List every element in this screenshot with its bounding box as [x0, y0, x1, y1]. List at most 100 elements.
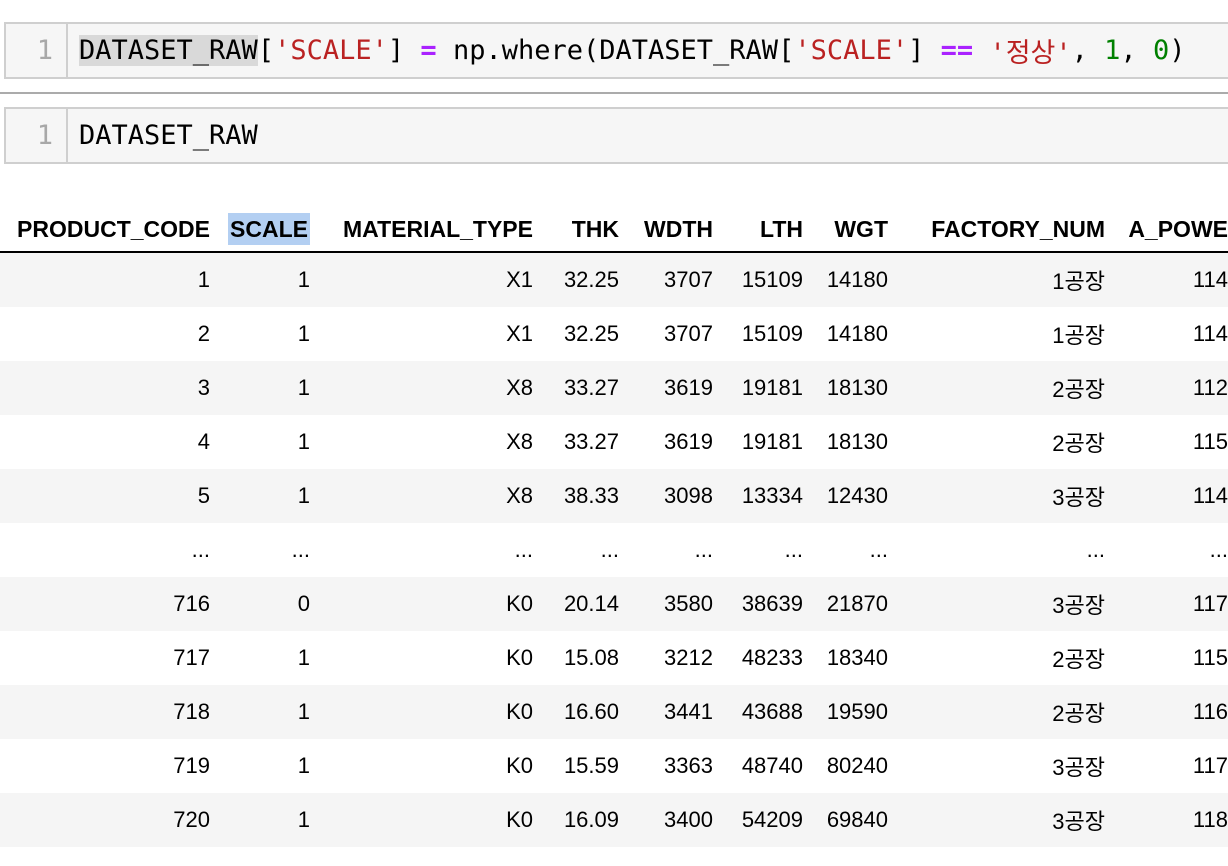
- table-cell: 118: [1192, 807, 1228, 832]
- table-cell: 1공장: [1052, 323, 1105, 348]
- table-cell: 80240: [826, 753, 888, 778]
- table-cell: 2공장: [1052, 377, 1105, 402]
- table-row: 3 1 X8 33.27 3619 19181 18130 2공장 112: [0, 361, 1228, 415]
- table-cell: 3707: [664, 321, 713, 346]
- table-cell: 18130: [826, 429, 888, 454]
- dataframe-table: PRODUCT_CODE SCALE MATERIAL_TYPE THK WDTH LTH…: [0, 208, 1228, 847]
- table-cell: 116: [1192, 699, 1228, 724]
- column-header-product_code: PRODUCT_CODE: [0, 208, 222, 253]
- table-cell: 717: [173, 645, 210, 670]
- table-cell: 14180: [826, 267, 888, 292]
- table-cell: 716: [173, 591, 210, 616]
- code-editor[interactable]: DATASET_RAW: [68, 109, 1228, 162]
- table-cell: 3363: [664, 753, 713, 778]
- table-cell: 0: [297, 591, 310, 616]
- selected-header-text: SCALE: [228, 213, 310, 245]
- table-cell: 3707: [664, 267, 713, 292]
- header-row: PRODUCT_CODE SCALE MATERIAL_TYPE THK WDTH LTH…: [0, 208, 1228, 253]
- table-cell: 18130: [826, 375, 888, 400]
- table-body: 1 1 X1 32.25 3707 15109 14180 1공장 114 2 1 X1 32.25 37…: [0, 252, 1228, 847]
- table-cell: 1: [297, 267, 310, 292]
- table-cell: 719: [173, 753, 210, 778]
- table-cell: X1: [506, 267, 533, 292]
- table-cell: 720: [173, 807, 210, 832]
- code-editor[interactable]: DATASET_RAW['SCALE'] = np.where(DATASET_…: [68, 24, 1228, 77]
- table-cell: 38639: [741, 591, 803, 616]
- table-cell: 2공장: [1052, 431, 1105, 456]
- table-cell: 1: [297, 753, 310, 778]
- table-cell: 19181: [741, 429, 803, 454]
- column-header-material_type: MATERIAL_TYPE: [322, 208, 545, 253]
- table-cell: K0: [506, 807, 533, 832]
- code-token: ]: [387, 35, 405, 66]
- table-cell: 43688: [741, 699, 803, 724]
- code-token: ,: [1120, 35, 1153, 66]
- table-cell: 1: [297, 375, 310, 400]
- code-token: 1: [1104, 35, 1121, 66]
- table-cell: 2공장: [1052, 701, 1105, 726]
- table-cell: 38.33: [563, 483, 619, 508]
- table-cell: 4: [197, 429, 210, 454]
- table-cell: ...: [514, 537, 533, 562]
- table-cell: 33.27: [563, 429, 619, 454]
- table-cell: 20.14: [563, 591, 619, 616]
- code-token: ): [1169, 35, 1186, 66]
- code-token: [973, 35, 989, 66]
- table-row: 716 0 K0 20.14 3580 38639 21870 3공장 117: [0, 577, 1228, 631]
- table-cell: 69840: [826, 807, 888, 832]
- table-cell: ...: [1086, 537, 1105, 562]
- table-cell: 3619: [664, 375, 713, 400]
- table-row: 5 1 X8 38.33 3098 13334 12430 3공장 114: [0, 469, 1228, 523]
- table-row: 1 1 X1 32.25 3707 15109 14180 1공장 114: [0, 252, 1228, 307]
- table-cell: 2공장: [1052, 647, 1105, 672]
- table-cell: 54209: [741, 807, 803, 832]
- table-cell: 3400: [664, 807, 713, 832]
- table-cell: 1공장: [1052, 269, 1105, 294]
- table-cell: 19181: [741, 375, 803, 400]
- code-token: [924, 35, 940, 66]
- table-cell: 3441: [664, 699, 713, 724]
- table-cell: 15.08: [563, 645, 619, 670]
- table-cell: 5: [197, 483, 210, 508]
- table-cell: 15109: [741, 321, 803, 346]
- table-cell: 48740: [741, 753, 803, 778]
- table-cell: 1: [297, 645, 310, 670]
- table-cell: 3공장: [1052, 809, 1105, 834]
- table-cell: K0: [506, 699, 533, 724]
- column-header-factory_num: FACTORY_NUM: [900, 208, 1117, 253]
- table-cell: 114: [1192, 483, 1228, 508]
- table-head: PRODUCT_CODE SCALE MATERIAL_TYPE THK WDTH LTH…: [0, 208, 1228, 253]
- code-token: [437, 35, 453, 66]
- code-token: [: [257, 35, 275, 66]
- column-header-scale: SCALE: [222, 208, 322, 253]
- code-token: ,: [1071, 35, 1105, 66]
- table-cell: K0: [506, 591, 533, 616]
- table-cell: 18340: [826, 645, 888, 670]
- table-cell: 112: [1192, 375, 1228, 400]
- code-cell-1[interactable]: 1 DATASET_RAW['SCALE'] = np.where(DATASE…: [4, 22, 1228, 79]
- table-cell: 13334: [741, 483, 803, 508]
- table-cell: 1: [297, 321, 310, 346]
- table-cell: 21870: [826, 591, 888, 616]
- table-cell: 115: [1192, 645, 1228, 670]
- table-cell: K0: [506, 753, 533, 778]
- table-cell: 15109: [741, 267, 803, 292]
- code-cell-2[interactable]: 1 DATASET_RAW: [4, 107, 1228, 164]
- table-row: ...........................: [0, 523, 1228, 577]
- table-cell: 33.27: [563, 375, 619, 400]
- column-header-wdth: WDTH: [631, 208, 725, 253]
- column-header-lth: LTH: [725, 208, 815, 253]
- table-cell: 14180: [826, 321, 888, 346]
- table-cell: 12430: [826, 483, 888, 508]
- table-cell: 114: [1192, 267, 1228, 292]
- code-token: 0: [1152, 35, 1170, 66]
- line-number-gutter: 1: [6, 24, 68, 77]
- table-cell: 3공장: [1052, 485, 1105, 510]
- code-token: =: [420, 35, 437, 66]
- table-cell: X1: [506, 321, 533, 346]
- selected-text: DATASET_RAW: [79, 35, 258, 66]
- table-row: 2 1 X1 32.25 3707 15109 14180 1공장 114: [0, 307, 1228, 361]
- table-cell: 16.09: [563, 807, 619, 832]
- table-row: 719 1 K0 15.59 3363 48740 80240 3공장 117: [0, 739, 1228, 793]
- table-cell: ...: [191, 537, 210, 562]
